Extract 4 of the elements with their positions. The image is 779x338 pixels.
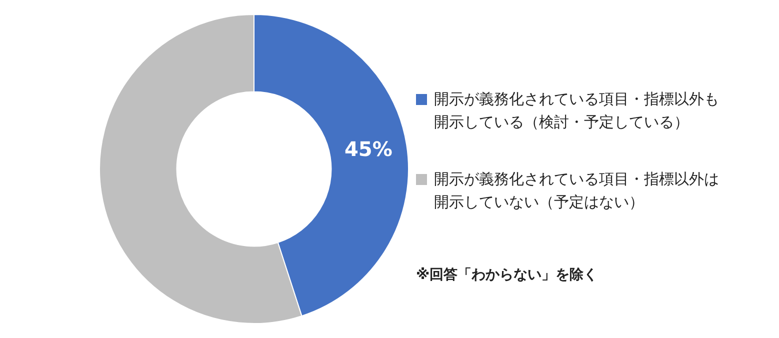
legend-label: 開示が義務化されている項目・指標以外も開示している（検討・予定している） bbox=[434, 89, 720, 133]
legend-label: 開示が義務化されている項目・指標以外は開示していない（予定はない） bbox=[434, 169, 720, 213]
text: ※回答「わからない」を除く bbox=[416, 266, 598, 284]
data-label: 45% bbox=[344, 137, 392, 162]
